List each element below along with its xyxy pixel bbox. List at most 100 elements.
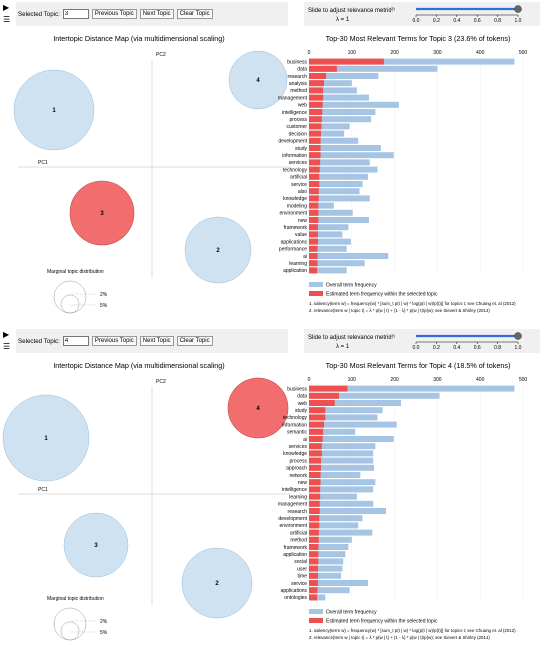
term-label[interactable]: process	[289, 117, 307, 123]
overall-frequency-bar	[309, 486, 374, 493]
term-label[interactable]: development	[278, 516, 307, 522]
term-label[interactable]: applications	[281, 588, 308, 594]
term-label[interactable]: intelligence	[282, 110, 307, 116]
term-label[interactable]: information	[282, 153, 307, 159]
term-label[interactable]: information	[282, 422, 307, 428]
clear-topic-button[interactable]: Clear Topic	[176, 9, 213, 19]
term-label[interactable]: service	[291, 182, 307, 188]
term-label[interactable]: environment	[279, 211, 307, 217]
term-label[interactable]: value	[295, 232, 307, 238]
overall-frequency-bar	[309, 594, 326, 601]
overall-frequency-bar	[309, 421, 397, 428]
slider-tick-label: 0.8	[494, 18, 501, 24]
term-label[interactable]: development	[278, 139, 307, 145]
term-label[interactable]: user	[297, 566, 307, 572]
next-topic-button[interactable]: Next Topic	[139, 336, 174, 346]
previous-topic-button[interactable]: Previous Topic	[91, 336, 137, 346]
term-label[interactable]: performance	[279, 247, 307, 253]
term-label[interactable]: management	[278, 502, 308, 508]
topic-circle[interactable]	[63, 512, 129, 578]
term-label[interactable]: services	[289, 160, 308, 166]
term-label[interactable]: social	[294, 559, 307, 565]
term-label[interactable]: customer	[286, 124, 307, 130]
overall-frequency-bar	[309, 551, 346, 558]
term-label[interactable]: framework	[284, 225, 308, 231]
term-label[interactable]: study	[295, 408, 307, 414]
term-label[interactable]: knowledge	[283, 196, 307, 202]
topic-circle-selected[interactable]	[69, 180, 135, 246]
term-label[interactable]: data	[297, 67, 307, 73]
next-topic-button[interactable]: Next Topic	[139, 9, 174, 19]
selected-topic-input[interactable]	[62, 336, 89, 346]
term-label[interactable]: modeling	[287, 203, 308, 209]
term-label[interactable]: semantic	[287, 430, 308, 436]
previous-topic-button[interactable]: Previous Topic	[91, 9, 137, 19]
term-label[interactable]: application	[283, 552, 307, 558]
term-label[interactable]: research	[288, 509, 308, 515]
term-label[interactable]: technology	[283, 415, 308, 421]
term-label[interactable]: intelligence	[282, 487, 307, 493]
slider-tick-label: 0.0	[413, 18, 420, 24]
topic-circle[interactable]	[2, 394, 90, 482]
lambda-control-box	[304, 329, 540, 353]
term-label[interactable]: method	[290, 538, 307, 544]
term-label[interactable]: applications	[281, 239, 308, 245]
estimated-frequency-bar	[309, 457, 321, 464]
term-label[interactable]: decision	[289, 131, 308, 137]
term-label[interactable]: business	[287, 386, 307, 392]
term-label[interactable]: new	[298, 218, 308, 224]
term-label[interactable]: artificial	[290, 530, 307, 536]
topic-circle[interactable]	[184, 216, 252, 284]
overall-frequency-bar	[309, 522, 359, 529]
settings-sliders-icon[interactable]: ☰	[3, 342, 11, 351]
term-label[interactable]: environment	[279, 523, 307, 529]
term-label[interactable]: knowledge	[283, 451, 307, 457]
slider-handle[interactable]	[514, 332, 522, 340]
term-label[interactable]: method	[290, 88, 307, 94]
slider-tick-label: 0.6	[474, 18, 481, 24]
term-label[interactable]: learning	[289, 494, 307, 500]
term-label[interactable]: service	[291, 581, 307, 587]
topic-circle[interactable]	[181, 547, 253, 619]
term-label[interactable]: process	[289, 458, 307, 464]
term-label[interactable]: technology	[283, 167, 308, 173]
term-label[interactable]: framework	[284, 545, 308, 551]
slider-handle[interactable]	[514, 5, 522, 13]
play-icon[interactable]: ▶	[3, 330, 10, 339]
term-label[interactable]: also	[298, 189, 307, 195]
estimated-frequency-bar	[309, 385, 348, 392]
overall-frequency-bar	[309, 238, 351, 245]
term-label[interactable]: analysis	[289, 81, 308, 87]
term-label[interactable]: ai	[303, 437, 307, 443]
term-label[interactable]: services	[289, 444, 308, 450]
term-label[interactable]: business	[287, 59, 307, 65]
play-icon[interactable]: ▶	[3, 3, 10, 12]
term-label[interactable]: application	[283, 268, 307, 274]
term-label[interactable]: artificial	[290, 175, 307, 181]
topic-circle[interactable]	[228, 50, 288, 110]
estimated-frequency-bar	[309, 392, 339, 399]
selected-topic-input[interactable]	[62, 9, 89, 19]
term-label[interactable]: learning	[289, 261, 307, 267]
topic-circle-selected[interactable]	[227, 377, 289, 439]
term-label[interactable]: study	[295, 146, 307, 152]
settings-sliders-icon[interactable]: ☰	[3, 15, 11, 24]
term-label[interactable]: web	[298, 103, 307, 109]
relevance-note: 2. relevance(term w | topic t) = λ * p(w…	[309, 635, 490, 640]
term-label[interactable]: time	[298, 574, 308, 580]
term-label[interactable]: new	[298, 480, 308, 486]
clear-topic-button[interactable]: Clear Topic	[176, 336, 213, 346]
term-label[interactable]: research	[288, 74, 308, 80]
term-label[interactable]: approach	[286, 466, 307, 472]
term-label[interactable]: web	[298, 401, 307, 407]
slider-superscript: (2)	[390, 6, 396, 11]
term-label[interactable]: ai	[303, 254, 307, 260]
term-label[interactable]: data	[297, 394, 307, 400]
topic-circle[interactable]	[13, 69, 95, 151]
estimated-frequency-bar	[309, 181, 320, 187]
term-label[interactable]: ontologies	[284, 595, 307, 601]
estimated-frequency-bar	[309, 130, 321, 137]
term-label[interactable]: management	[278, 95, 308, 101]
estimated-frequency-bar	[309, 594, 318, 601]
term-label[interactable]: network	[289, 473, 307, 479]
